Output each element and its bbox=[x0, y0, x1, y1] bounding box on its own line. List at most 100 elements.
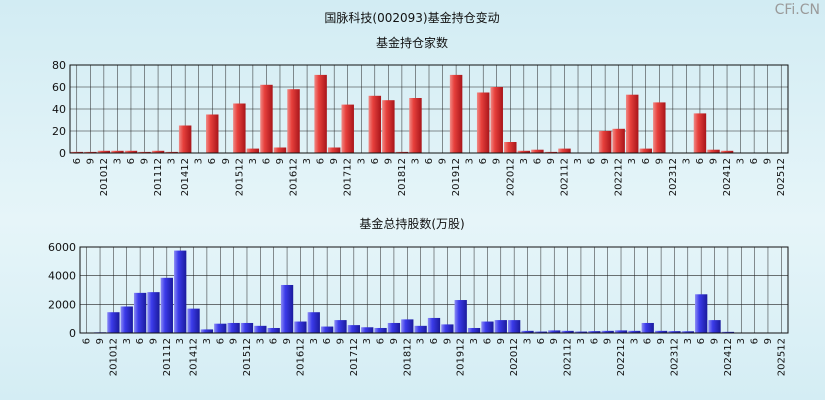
x-tick-label: 6 bbox=[696, 338, 707, 344]
x-tick-label: 3 bbox=[469, 338, 480, 344]
x-tick-label: 3 bbox=[248, 158, 259, 164]
bar bbox=[695, 294, 708, 333]
x-tick-label: 6 bbox=[482, 338, 493, 344]
brand-watermark: CFi.CN bbox=[775, 2, 820, 18]
bar bbox=[147, 292, 160, 333]
bar bbox=[574, 331, 588, 333]
x-tick-label: 201112 bbox=[153, 158, 164, 196]
y-tick-label: 20 bbox=[52, 125, 66, 138]
x-tick-label: 6 bbox=[695, 158, 706, 164]
bar bbox=[347, 325, 360, 333]
x-tick-label: 6 bbox=[72, 158, 83, 164]
bar bbox=[97, 150, 111, 153]
bar bbox=[361, 327, 374, 333]
x-tick-label: 3 bbox=[302, 158, 313, 164]
bar bbox=[588, 331, 601, 333]
x-tick-label: 9 bbox=[442, 338, 453, 344]
x-tick-label: 202112 bbox=[559, 158, 570, 196]
bar bbox=[280, 284, 294, 333]
x-tick-label: 6 bbox=[478, 158, 489, 164]
x-tick-label: 201712 bbox=[343, 158, 354, 196]
x-tick-label: 3 bbox=[202, 338, 213, 344]
bar bbox=[668, 331, 681, 333]
chart-2-bars bbox=[80, 250, 735, 334]
bar bbox=[387, 322, 401, 333]
x-tick-label: 202012 bbox=[509, 338, 520, 376]
x-tick-label: 9 bbox=[335, 338, 346, 344]
x-tick-label: 3 bbox=[362, 338, 373, 344]
y-tick-label: 60 bbox=[52, 81, 66, 94]
x-tick-label: 6 bbox=[316, 158, 327, 164]
x-tick-label: 9 bbox=[763, 158, 774, 164]
x-tick-label: 3 bbox=[736, 158, 747, 164]
x-tick-label: 6 bbox=[429, 338, 440, 344]
x-tick-label: 3 bbox=[523, 338, 534, 344]
bar bbox=[625, 94, 639, 153]
bar bbox=[334, 320, 347, 333]
x-tick-label: 3 bbox=[573, 158, 584, 164]
bar bbox=[138, 151, 151, 153]
bar bbox=[214, 323, 227, 333]
x-tick-label: 202312 bbox=[668, 158, 679, 196]
x-tick-label: 6 bbox=[536, 338, 547, 344]
bar bbox=[401, 319, 414, 333]
chart-1-grid bbox=[70, 64, 788, 154]
x-tick-label: 9 bbox=[95, 338, 106, 344]
x-tick-label: 3 bbox=[122, 338, 133, 344]
x-tick-label: 6 bbox=[749, 158, 760, 164]
chart-1-frame bbox=[69, 64, 789, 154]
bar bbox=[441, 324, 454, 333]
bar bbox=[641, 322, 654, 333]
bar bbox=[614, 330, 628, 333]
bar bbox=[178, 125, 192, 153]
x-tick-label: 3 bbox=[629, 338, 640, 344]
y-tick-label: 6000 bbox=[48, 241, 76, 254]
x-tick-label: 202212 bbox=[616, 338, 627, 376]
bar bbox=[508, 320, 521, 333]
bar bbox=[467, 327, 481, 333]
x-tick-label: 201712 bbox=[349, 338, 360, 376]
x-tick-label: 3 bbox=[356, 158, 367, 164]
x-tick-label: 9 bbox=[221, 158, 232, 164]
x-tick-label: 3 bbox=[416, 338, 427, 344]
x-tick-label: 6 bbox=[424, 158, 435, 164]
x-tick-label: 9 bbox=[140, 158, 151, 164]
bar bbox=[476, 92, 490, 153]
x-tick-label: 201812 bbox=[397, 158, 408, 196]
bar bbox=[84, 151, 97, 153]
chart-2-y-ticks: 0 2000 4000 6000 bbox=[48, 241, 76, 340]
chart-2-grid bbox=[80, 246, 788, 334]
bar bbox=[494, 320, 507, 333]
x-tick-label: 201512 bbox=[242, 338, 253, 376]
bar bbox=[240, 322, 254, 333]
bar bbox=[454, 300, 467, 333]
bar bbox=[174, 250, 187, 333]
chart-2-x-ticks: 6 9 201012 3 6 9 201112 3 201412 3 6 9 201512 3 6 9 2016… bbox=[82, 338, 788, 376]
bar bbox=[558, 148, 571, 153]
y-tick-label: 4000 bbox=[48, 270, 76, 283]
bar bbox=[273, 147, 287, 153]
bar bbox=[307, 312, 320, 333]
x-tick-label: 9 bbox=[549, 338, 560, 344]
x-tick-label: 201412 bbox=[180, 158, 191, 196]
bar bbox=[107, 312, 120, 333]
x-tick-label: 6 bbox=[587, 158, 598, 164]
bar bbox=[227, 322, 240, 333]
x-tick-label: 201112 bbox=[162, 338, 173, 376]
bar bbox=[693, 113, 707, 153]
bar bbox=[628, 330, 641, 333]
x-tick-label: 6 bbox=[261, 158, 272, 164]
x-tick-label: 9 bbox=[708, 158, 719, 164]
chart-1-x-ticks: 6 9 201012 3 6 9 201112 3 201412 3 6 9 201512 3 6 9 2016… bbox=[72, 158, 787, 196]
x-tick-label: 201612 bbox=[289, 158, 300, 196]
x-tick-label: 3 bbox=[681, 158, 692, 164]
bar bbox=[294, 321, 307, 333]
x-tick-label: 201812 bbox=[402, 338, 413, 376]
bar bbox=[490, 87, 503, 153]
bar bbox=[70, 151, 84, 153]
x-tick-label: 9 bbox=[383, 158, 394, 164]
bar bbox=[160, 277, 173, 333]
bar bbox=[612, 128, 625, 153]
